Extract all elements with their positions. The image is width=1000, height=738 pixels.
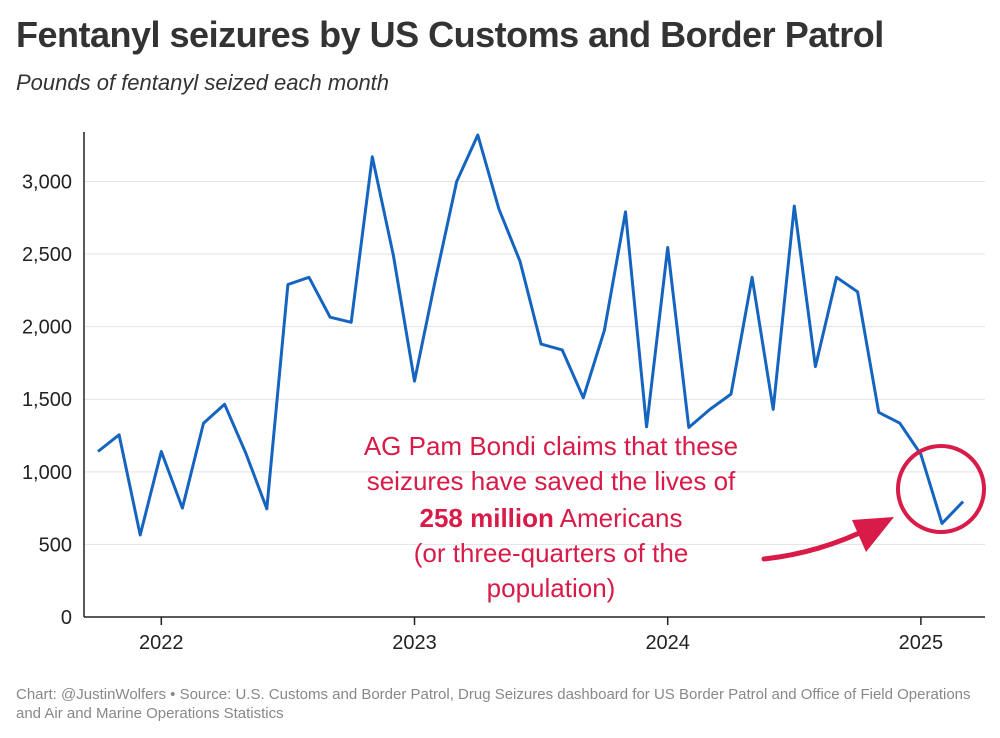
chart-title: Fentanyl seizures by US Customs and Bord… xyxy=(16,14,884,55)
annotation-line-2: seizures have saved the lives of xyxy=(367,466,736,496)
x-tick-label: 2022 xyxy=(139,632,184,654)
annotation: AG Pam Bondi claims that these seizures … xyxy=(364,431,986,603)
chart-source-footer: Chart: @JustinWolfers • Source: U.S. Cus… xyxy=(16,686,971,722)
x-tick-label: 2024 xyxy=(645,632,690,654)
chart-subtitle: Pounds of fentanyl seized each month xyxy=(16,70,390,95)
y-tick-label: 2,500 xyxy=(22,244,72,266)
annotation-line-3: 258 million Americans xyxy=(420,503,683,533)
gridlines xyxy=(84,180,985,545)
annotation-line-1: AG Pam Bondi claims that these xyxy=(364,431,738,461)
x-tick-label: 2025 xyxy=(899,632,944,654)
series-line-fentanyl xyxy=(97,133,965,537)
annotation-highlight: 258 million xyxy=(420,503,554,533)
x-tick-label: 2023 xyxy=(392,632,437,654)
annotation-line-5: population) xyxy=(487,573,616,603)
annotation-line-4: (or three-quarters of the xyxy=(414,538,689,568)
y-tick-label: 500 xyxy=(39,534,72,556)
annotation-circle xyxy=(896,444,986,534)
y-axis-ticks: 0 500 1,000 1,500 2,000 2,500 3,000 xyxy=(22,171,72,629)
annotation-arrowhead xyxy=(852,517,894,552)
y-tick-label: 0 xyxy=(61,607,72,629)
y-tick-label: 2,000 xyxy=(22,317,72,339)
y-tick-label: 1,000 xyxy=(22,462,72,484)
x-axis-ticks: 2022 2023 2024 2025 xyxy=(139,617,943,654)
y-tick-label: 3,000 xyxy=(22,171,72,193)
y-tick-label: 1,500 xyxy=(22,389,72,411)
annotation-arrow xyxy=(761,524,875,562)
annotation-line-3-rest: Americans xyxy=(554,503,683,533)
